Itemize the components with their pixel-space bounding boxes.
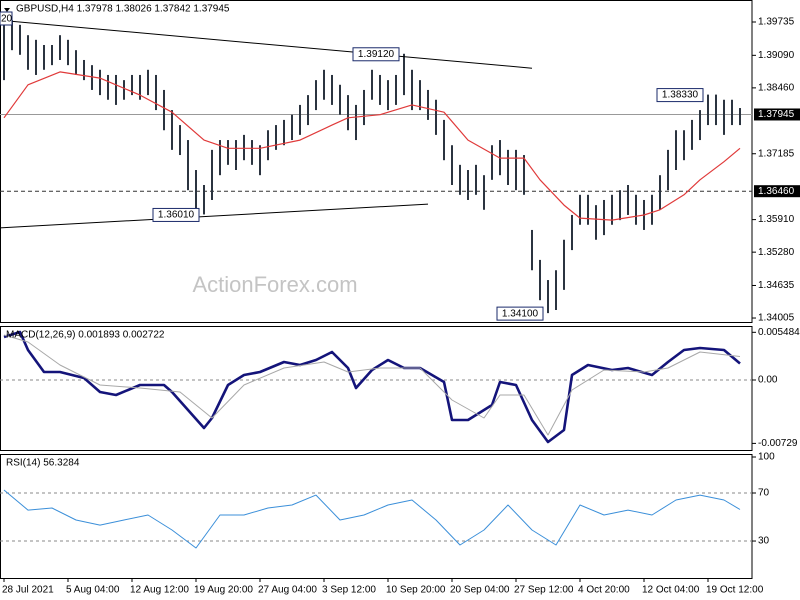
corner-box xyxy=(0,11,13,26)
moving-average xyxy=(3,71,741,221)
x-tick-label: 28 Jul 2021 xyxy=(2,585,54,596)
panel-border xyxy=(0,454,753,579)
y-tick-label: 1.35280 xyxy=(758,247,795,258)
y-tick-label: 30 xyxy=(758,536,770,547)
price-level-box xyxy=(754,108,800,121)
y-tick-label: 1.35910 xyxy=(758,214,795,225)
x-tick-label: 5 Aug 04:00 xyxy=(66,585,120,596)
corner-label: 20 xyxy=(1,14,13,25)
indicator-line xyxy=(3,334,741,436)
x-tick-label: 12 Oct 04:00 xyxy=(642,585,700,596)
y-tick-label: 1.34005 xyxy=(758,313,795,324)
x-tick-label: 4 Oct 20:00 xyxy=(578,585,630,596)
annotation-box xyxy=(352,47,400,62)
panel-title: GBPUSD,H4 1.37978 1.38026 1.37842 1.3794… xyxy=(16,4,230,15)
annotation-box xyxy=(656,88,704,103)
y-tick-label: 70 xyxy=(758,488,770,499)
annotation-label: 1.38330 xyxy=(662,90,699,101)
y-tick-label: 0.005484 xyxy=(758,327,800,338)
annotation-label: 1.39120 xyxy=(358,49,395,60)
price-level-label: 1.36460 xyxy=(758,186,795,197)
panel-title: RSI(14) 56.3284 xyxy=(6,458,80,469)
annotation-box xyxy=(152,207,200,222)
x-tick-label: 19 Aug 20:00 xyxy=(194,585,253,596)
panel-title: MACD(12,26,9) 0.001893 0.002722 xyxy=(6,330,165,341)
panel-border xyxy=(0,326,753,451)
y-tick-label: 1.39090 xyxy=(758,50,795,61)
y-tick-label: 1.34635 xyxy=(758,280,795,291)
x-tick-label: 12 Aug 12:00 xyxy=(130,585,189,596)
y-tick-label: 0.00 xyxy=(758,375,778,386)
x-tick-label: 20 Sep 04:00 xyxy=(450,585,510,596)
menu-triangle xyxy=(4,8,10,12)
price-level-box xyxy=(754,185,800,198)
x-tick-label: 19 Oct 12:00 xyxy=(706,585,764,596)
annotation-box xyxy=(496,306,544,321)
trendline xyxy=(0,203,429,229)
x-tick-label: 3 Sep 12:00 xyxy=(322,585,376,596)
y-tick-label: 1.38460 xyxy=(758,83,795,94)
annotation-label: 1.34100 xyxy=(502,308,539,319)
watermark: ActionForex.com xyxy=(192,272,357,297)
x-tick-label: 27 Sep 12:00 xyxy=(514,585,574,596)
price-level-label: 1.37945 xyxy=(758,109,795,120)
y-tick-label: 1.37185 xyxy=(758,148,795,159)
trendline xyxy=(0,19,533,69)
y-tick-label: 1.39735 xyxy=(758,17,795,28)
y-tick-label: -0.00729 xyxy=(758,438,798,449)
panel-border xyxy=(0,0,753,323)
indicator-line xyxy=(3,489,741,549)
x-tick-label: 27 Aug 04:00 xyxy=(258,585,317,596)
indicator-line xyxy=(3,330,741,444)
annotation-label: 1.36010 xyxy=(158,210,195,221)
y-tick-label: 100 xyxy=(758,452,775,463)
x-tick-label: 10 Sep 20:00 xyxy=(386,585,446,596)
